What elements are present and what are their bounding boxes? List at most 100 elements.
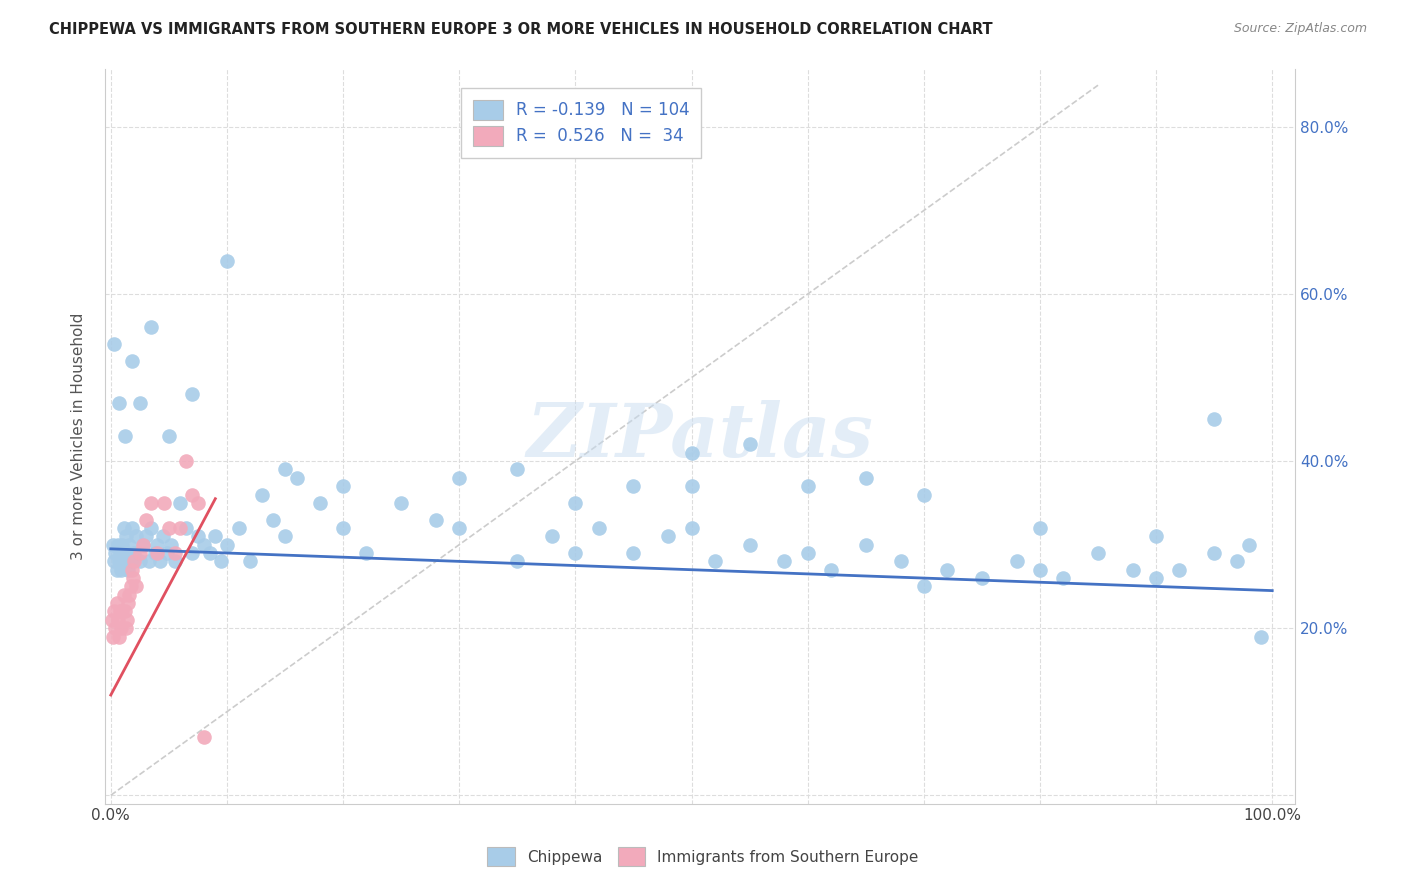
Y-axis label: 3 or more Vehicles in Household: 3 or more Vehicles in Household xyxy=(72,312,86,560)
Point xyxy=(250,487,273,501)
Point xyxy=(187,529,209,543)
Point xyxy=(1250,630,1272,644)
Point xyxy=(121,563,143,577)
Point xyxy=(1052,571,1074,585)
Point xyxy=(506,462,529,476)
Point xyxy=(332,521,354,535)
Point xyxy=(160,538,183,552)
Point xyxy=(773,554,796,568)
Point xyxy=(796,479,818,493)
Point xyxy=(169,521,191,535)
Point xyxy=(105,563,128,577)
Point xyxy=(912,579,935,593)
Text: ZIPatlas: ZIPatlas xyxy=(527,400,873,473)
Point xyxy=(588,521,610,535)
Point xyxy=(564,496,586,510)
Point xyxy=(125,529,148,543)
Point xyxy=(108,605,131,619)
Point xyxy=(141,496,163,510)
Point xyxy=(285,471,308,485)
Point xyxy=(681,521,703,535)
Point xyxy=(120,554,142,568)
Point xyxy=(112,588,135,602)
Point xyxy=(108,554,131,568)
Point xyxy=(215,253,238,268)
Point xyxy=(389,496,412,510)
Point xyxy=(1168,563,1191,577)
Point xyxy=(103,554,125,568)
Point xyxy=(564,546,586,560)
Point xyxy=(1122,563,1144,577)
Point xyxy=(657,529,679,543)
Point xyxy=(193,730,215,744)
Point xyxy=(1144,571,1167,585)
Point xyxy=(155,546,177,560)
Point xyxy=(169,496,191,510)
Point xyxy=(103,605,125,619)
Text: CHIPPEWA VS IMMIGRANTS FROM SOUTHERN EUROPE 3 OR MORE VEHICLES IN HOUSEHOLD CORR: CHIPPEWA VS IMMIGRANTS FROM SOUTHERN EUR… xyxy=(49,22,993,37)
Point xyxy=(174,454,197,468)
Point xyxy=(132,538,155,552)
Point xyxy=(143,546,166,560)
Point xyxy=(228,521,250,535)
Point xyxy=(274,462,297,476)
Point xyxy=(703,554,725,568)
Point xyxy=(449,471,471,485)
Point xyxy=(157,429,180,443)
Point xyxy=(1204,412,1226,426)
Point xyxy=(1204,546,1226,560)
Point xyxy=(936,563,959,577)
Legend: R = -0.139   N = 104, R =  0.526   N =  34: R = -0.139 N = 104, R = 0.526 N = 34 xyxy=(461,88,702,158)
Point xyxy=(114,605,136,619)
Point xyxy=(855,538,877,552)
Point xyxy=(103,337,125,351)
Point xyxy=(181,487,204,501)
Point xyxy=(110,621,132,635)
Point xyxy=(181,546,204,560)
Point xyxy=(1029,521,1052,535)
Point xyxy=(121,354,143,368)
Point xyxy=(181,387,204,401)
Point xyxy=(623,479,645,493)
Point xyxy=(121,571,143,585)
Point xyxy=(101,613,124,627)
Point xyxy=(121,521,143,535)
Point xyxy=(308,496,330,510)
Point xyxy=(138,554,160,568)
Point xyxy=(163,546,186,560)
Point xyxy=(108,546,131,560)
Point xyxy=(148,554,170,568)
Point xyxy=(1005,554,1028,568)
Point xyxy=(174,521,197,535)
Point xyxy=(157,521,180,535)
Point xyxy=(104,621,127,635)
Point xyxy=(141,521,163,535)
Point xyxy=(146,538,169,552)
Point xyxy=(215,538,238,552)
Point xyxy=(110,563,132,577)
Point xyxy=(132,538,155,552)
Point xyxy=(120,579,142,593)
Point xyxy=(681,479,703,493)
Point xyxy=(204,529,226,543)
Point xyxy=(425,513,447,527)
Point xyxy=(274,529,297,543)
Point xyxy=(101,630,124,644)
Point xyxy=(146,546,169,560)
Point xyxy=(738,538,761,552)
Point xyxy=(107,613,129,627)
Point xyxy=(115,613,138,627)
Point xyxy=(115,529,138,543)
Point xyxy=(108,630,131,644)
Point xyxy=(135,513,157,527)
Point xyxy=(122,546,145,560)
Point xyxy=(796,546,818,560)
Point xyxy=(1237,538,1260,552)
Point xyxy=(115,546,138,560)
Point xyxy=(239,554,262,568)
Point xyxy=(738,437,761,451)
Text: Source: ZipAtlas.com: Source: ZipAtlas.com xyxy=(1233,22,1367,36)
Point xyxy=(681,446,703,460)
Point xyxy=(118,538,141,552)
Point xyxy=(153,496,176,510)
